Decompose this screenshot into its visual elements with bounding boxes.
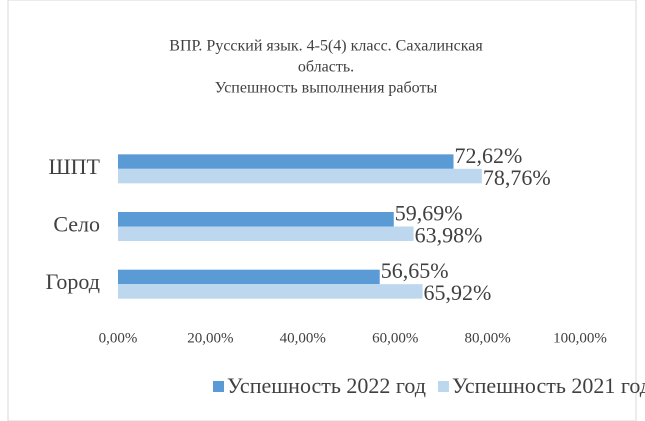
legend-label: Успешность 2022 год [227, 373, 426, 398]
bar [118, 226, 414, 241]
x-tick-label: 100,00% [553, 330, 607, 346]
x-tick-label: 20,00% [187, 330, 233, 346]
chart-title: Успешность выполнения работы [215, 80, 438, 97]
value-label: 65,92% [424, 280, 492, 305]
legend-swatch [213, 381, 224, 392]
value-label: 59,69% [395, 201, 463, 226]
x-tick-label: 60,00% [372, 330, 418, 346]
bar [118, 212, 394, 227]
legend-swatch [437, 381, 449, 392]
x-tick-label: 80,00% [464, 330, 510, 346]
bar [118, 269, 380, 285]
value-label: 56,65% [381, 258, 449, 283]
y-tick-label: Город [46, 269, 100, 294]
x-tick-label: 0,00% [99, 330, 138, 346]
y-tick-label: Село [53, 212, 100, 237]
chart-frame [7, 0, 637, 421]
y-tick-label: ШПТ [48, 154, 100, 179]
x-tick-label: 40,00% [280, 330, 326, 346]
bar [118, 168, 482, 184]
value-label: 78,76% [483, 165, 551, 190]
bar [118, 154, 454, 169]
chart-title: ВПР. Русский язык. 4-5(4) класс. Сахалин… [169, 38, 483, 55]
value-label: 63,98% [415, 223, 483, 248]
chart-title: область. [298, 59, 354, 76]
legend-label: Успешность 2021 год [452, 373, 645, 398]
value-label: 72,62% [455, 143, 523, 168]
bar [118, 284, 423, 299]
